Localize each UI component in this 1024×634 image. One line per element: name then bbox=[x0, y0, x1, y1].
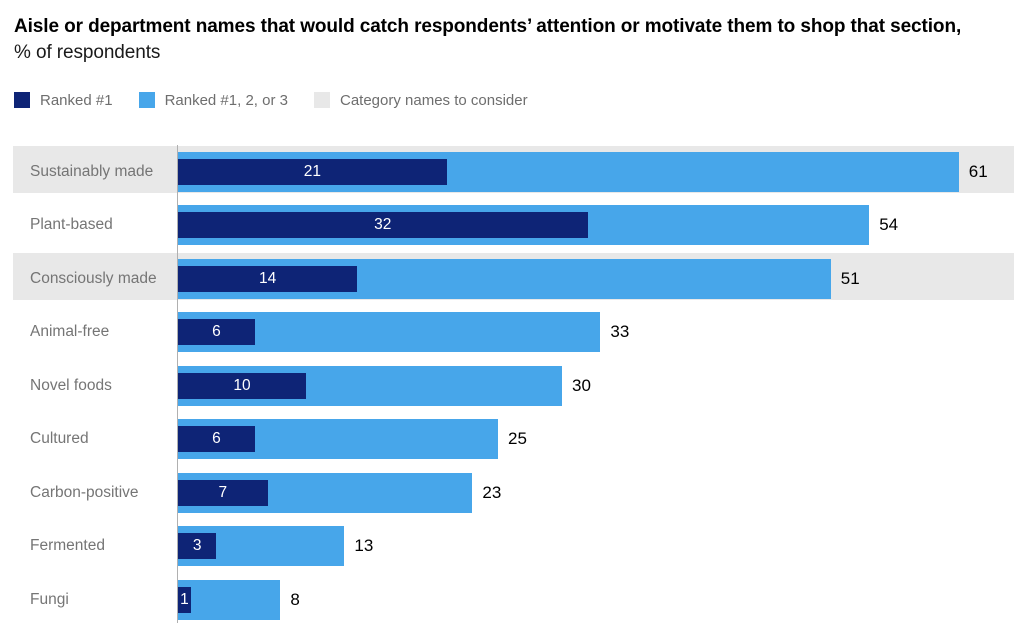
bar-ranked-1-value: 6 bbox=[212, 430, 221, 448]
legend-item-ranked-123: Ranked #1, 2, or 3 bbox=[138, 91, 288, 109]
category-label: Plant-based bbox=[30, 216, 113, 234]
chart-row: Novel foods 10 30 bbox=[0, 359, 1024, 413]
legend-swatch-category-names bbox=[313, 92, 330, 108]
bar-group: 32 54 bbox=[178, 205, 1024, 246]
legend: Ranked #1 Ranked #1, 2, or 3 Category na… bbox=[14, 90, 1024, 110]
bar-ranked-1-value: 21 bbox=[303, 162, 322, 180]
category-label: Fungi bbox=[30, 590, 69, 608]
bar-chart: Sustainably made 21 61 Plant-based 32 54… bbox=[0, 145, 1024, 627]
chart-row: Animal-free 6 33 bbox=[0, 306, 1024, 360]
bar-ranked-1: 14 bbox=[178, 265, 358, 292]
chart-row: Sustainably made 21 61 bbox=[0, 145, 1024, 199]
bar-ranked-1-value: 3 bbox=[192, 537, 202, 555]
bar-ranked-123-value: 23 bbox=[482, 482, 502, 502]
bar-ranked-123-value: 30 bbox=[572, 375, 591, 395]
chart-row: Fungi 1 8 bbox=[0, 573, 1024, 627]
legend-label-ranked-123: Ranked #1, 2, or 3 bbox=[164, 91, 288, 109]
chart-title: Aisle or department names that would cat… bbox=[0, 0, 990, 66]
legend-item-ranked-1: Ranked #1 bbox=[14, 92, 113, 109]
category-label: Fermented bbox=[30, 537, 105, 555]
chart-row: Consciously made 14 51 bbox=[0, 252, 1024, 306]
legend-label-ranked-1: Ranked #1 bbox=[40, 91, 113, 109]
bar-group: 10 30 bbox=[178, 365, 1024, 406]
bar-ranked-123-value: 54 bbox=[879, 215, 899, 235]
axis-line bbox=[177, 145, 178, 623]
chart-row: Plant-based 32 54 bbox=[0, 199, 1024, 253]
bar-ranked-123-value: 51 bbox=[840, 268, 860, 288]
bar-group: 14 51 bbox=[178, 258, 1024, 299]
bar-group: 6 33 bbox=[178, 312, 1024, 353]
bar-ranked-1: 21 bbox=[178, 158, 447, 185]
chart-title-bold: Aisle or department names that would cat… bbox=[14, 16, 962, 37]
chart-row: Carbon-positive 7 23 bbox=[0, 466, 1024, 520]
bar-ranked-123-value: 33 bbox=[610, 322, 630, 342]
chart-row: Cultured 6 25 bbox=[0, 413, 1024, 467]
legend-swatch-ranked-123 bbox=[138, 92, 155, 108]
bar-ranked-1-value: 10 bbox=[233, 376, 251, 394]
bar-group: 3 13 bbox=[178, 526, 1024, 567]
bar-ranked-1: 32 bbox=[178, 212, 588, 239]
legend-item-category-names: Category names to consider bbox=[313, 91, 528, 109]
category-label: Consciously made bbox=[30, 269, 157, 287]
category-label: Animal-free bbox=[30, 323, 110, 341]
bar-ranked-123-value: 8 bbox=[290, 589, 300, 609]
bar-ranked-1-value: 32 bbox=[374, 216, 392, 234]
category-label: Sustainably made bbox=[30, 162, 154, 180]
bar-ranked-1: 10 bbox=[178, 372, 306, 399]
bar-ranked-123-value: 61 bbox=[968, 161, 988, 181]
bar-ranked-123 bbox=[178, 579, 281, 620]
bar-ranked-1: 6 bbox=[178, 426, 255, 453]
bar-ranked-123-value: 25 bbox=[508, 429, 527, 449]
category-label: Novel foods bbox=[30, 376, 112, 394]
bar-ranked-1: 1 bbox=[178, 586, 191, 613]
chart-title-subtitle: % of respondents bbox=[14, 42, 161, 63]
chart-row: Fermented 3 13 bbox=[0, 520, 1024, 574]
bar-ranked-1-value: 14 bbox=[258, 269, 277, 287]
bar-ranked-1-value: 7 bbox=[218, 483, 228, 501]
bar-ranked-1: 3 bbox=[178, 533, 217, 560]
legend-label-category-names: Category names to consider bbox=[339, 91, 528, 109]
bar-ranked-123-value: 13 bbox=[354, 536, 374, 556]
bar-group: 21 61 bbox=[178, 151, 1024, 192]
bar-ranked-1-value: 6 bbox=[212, 323, 221, 341]
bar-ranked-1-value: 1 bbox=[180, 590, 189, 608]
bar-ranked-1: 7 bbox=[178, 479, 268, 506]
bar-group: 1 8 bbox=[178, 579, 1024, 620]
bar-group: 6 25 bbox=[178, 419, 1024, 460]
category-label: Carbon-positive bbox=[30, 483, 139, 501]
legend-swatch-ranked-1 bbox=[14, 92, 30, 108]
bar-group: 7 23 bbox=[178, 472, 1024, 513]
bar-ranked-1: 6 bbox=[178, 319, 255, 346]
category-label: Cultured bbox=[30, 430, 89, 448]
